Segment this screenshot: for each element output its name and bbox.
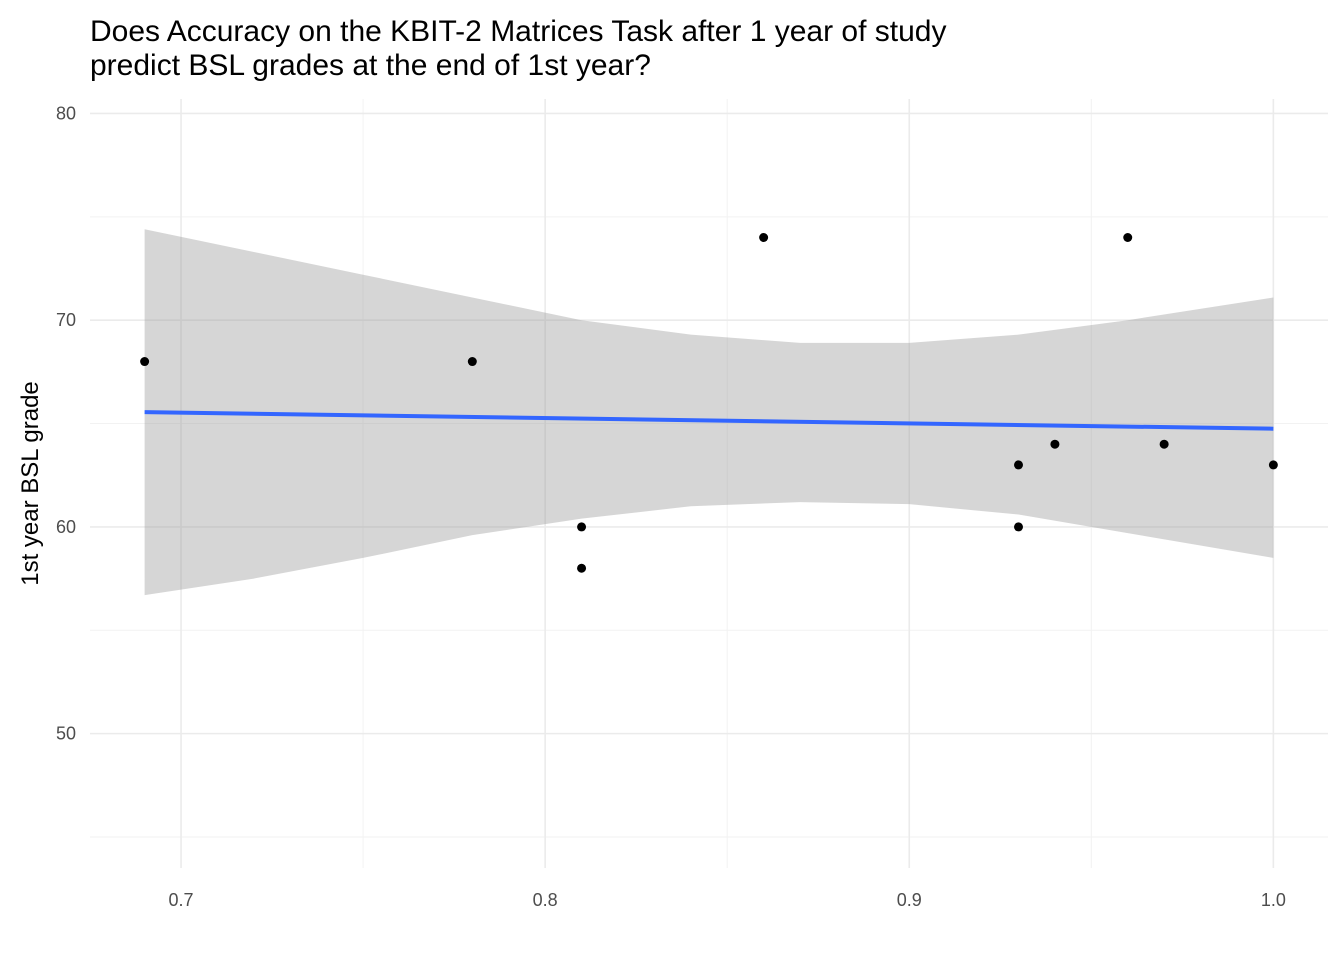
chart-title: Does Accuracy on the KBIT-2 Matrices Tas… bbox=[90, 15, 947, 82]
x-tick-label: 0.7 bbox=[169, 890, 194, 910]
data-point bbox=[1123, 233, 1133, 243]
chart-title-line-1: Does Accuracy on the KBIT-2 Matrices Tas… bbox=[90, 15, 947, 48]
confidence-band bbox=[144, 229, 1274, 596]
y-tick-label: 60 bbox=[56, 517, 76, 537]
y-axis-ticks: 50 60 70 80 bbox=[56, 103, 76, 743]
data-point bbox=[1014, 522, 1023, 532]
x-tick-label: 1.0 bbox=[1261, 890, 1286, 910]
y-tick-label: 80 bbox=[56, 103, 76, 123]
data-point bbox=[1268, 460, 1278, 470]
data-point bbox=[577, 522, 587, 532]
regression-line bbox=[144, 410, 1274, 431]
x-tick-label: 0.8 bbox=[533, 890, 558, 910]
fit-line-group bbox=[144, 410, 1274, 431]
major-gridlines bbox=[90, 99, 1328, 868]
y-axis-title: 1st year BSL grade bbox=[17, 381, 44, 586]
data-point bbox=[467, 357, 477, 367]
confidence-band-group bbox=[144, 229, 1274, 596]
y-tick-label: 70 bbox=[56, 310, 76, 330]
data-point bbox=[140, 357, 150, 367]
data-point bbox=[759, 233, 769, 243]
data-point bbox=[577, 563, 587, 573]
data-point bbox=[1050, 439, 1060, 449]
x-tick-label: 0.9 bbox=[897, 890, 922, 910]
minor-gridlines bbox=[90, 99, 1328, 868]
data-point bbox=[1159, 439, 1169, 449]
data-points bbox=[140, 233, 1278, 573]
chart-title-line-2: predict BSL grades at the end of 1st yea… bbox=[90, 49, 651, 82]
x-axis-ticks: 0.7 0.8 0.9 1.0 bbox=[169, 890, 1286, 910]
y-tick-label: 50 bbox=[56, 724, 76, 744]
data-point bbox=[1014, 460, 1023, 470]
chart-title-text: Does Accuracy on the KBIT-2 Matrices Tas… bbox=[90, 15, 947, 82]
